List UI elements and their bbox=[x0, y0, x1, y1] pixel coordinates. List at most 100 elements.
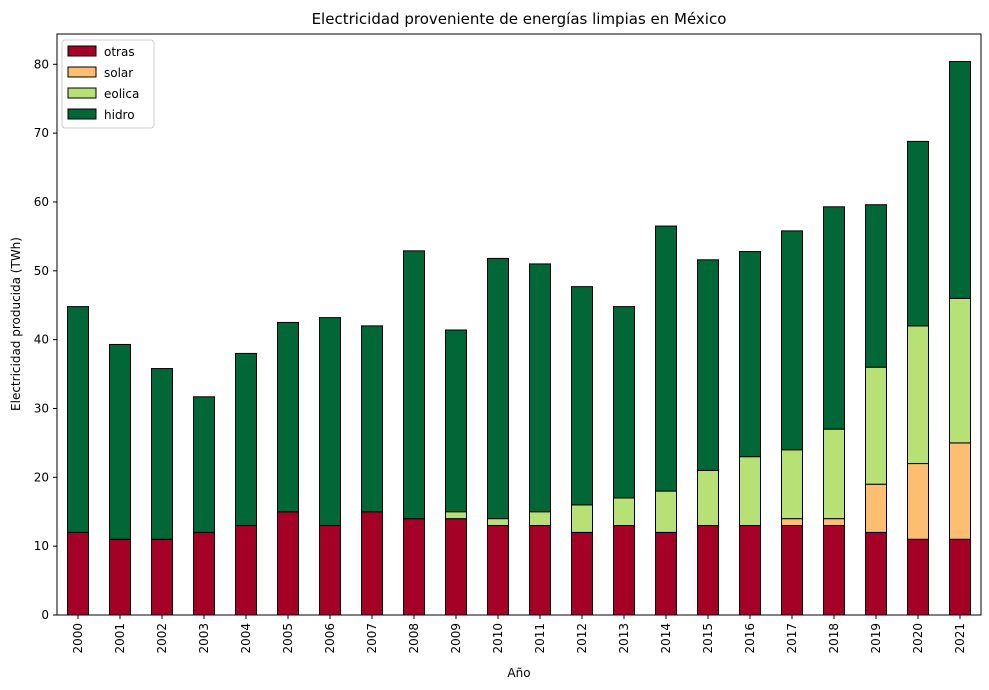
bar-solar-2018 bbox=[823, 518, 845, 527]
bar-hidro-2010 bbox=[487, 257, 509, 520]
x-tick-label: 2007 bbox=[365, 623, 379, 654]
x-tick-label: 2009 bbox=[449, 623, 463, 654]
bar-otras-2003 bbox=[193, 531, 215, 616]
legend-swatch-solar bbox=[67, 66, 97, 78]
bar-eolica-2012 bbox=[571, 504, 593, 533]
bar-otras-2016 bbox=[739, 525, 761, 616]
bar-otras-2001 bbox=[109, 538, 131, 616]
bar-eolica-2014 bbox=[655, 490, 677, 533]
x-tick-label: 2016 bbox=[743, 623, 757, 654]
y-axis-label: Electricidad producida (TWh) bbox=[9, 237, 23, 411]
bar-eolica-2017 bbox=[781, 449, 803, 520]
y-tick-label: 20 bbox=[34, 470, 49, 484]
x-tick-label: 2002 bbox=[155, 623, 169, 654]
bar-eolica-2015 bbox=[697, 469, 719, 527]
bar-otras-2000 bbox=[67, 531, 89, 616]
bar-otras-2013 bbox=[613, 525, 635, 616]
x-tick-label: 2005 bbox=[281, 623, 295, 654]
bar-hidro-2008 bbox=[403, 250, 425, 520]
bar-hidro-2001 bbox=[109, 343, 131, 540]
bar-solar-2021 bbox=[949, 442, 971, 540]
x-tick-label: 2020 bbox=[911, 623, 925, 654]
bar-hidro-2005 bbox=[277, 321, 299, 513]
bar-eolica-2019 bbox=[865, 366, 887, 485]
x-tick-label: 2017 bbox=[785, 623, 799, 654]
x-tick-label: 2019 bbox=[869, 623, 883, 654]
bar-otras-2020 bbox=[907, 538, 929, 616]
x-tick-label: 2015 bbox=[701, 623, 715, 654]
legend-swatch-eolica bbox=[67, 87, 97, 99]
bar-otras-2009 bbox=[445, 518, 467, 616]
legend-label-eolica: eolica bbox=[104, 87, 139, 101]
y-tick-label: 30 bbox=[34, 401, 49, 415]
y-tick-label: 40 bbox=[34, 333, 49, 347]
x-tick-label: 2004 bbox=[239, 623, 253, 654]
bar-otras-2019 bbox=[865, 531, 887, 616]
bar-hidro-2019 bbox=[865, 204, 887, 368]
plot-frame bbox=[56, 33, 982, 616]
legend-label-otras: otras bbox=[104, 45, 135, 59]
bar-otras-2011 bbox=[529, 525, 551, 616]
bar-hidro-2015 bbox=[697, 259, 719, 471]
bar-otras-2005 bbox=[277, 511, 299, 616]
chart-title: Electricidad proveniente de energías lim… bbox=[312, 10, 727, 28]
bar-otras-2002 bbox=[151, 538, 173, 616]
bar-hidro-2004 bbox=[235, 352, 257, 527]
y-tick-label: 80 bbox=[34, 57, 49, 71]
bar-otras-2012 bbox=[571, 531, 593, 616]
x-tick-label: 2001 bbox=[113, 623, 127, 654]
bar-otras-2014 bbox=[655, 531, 677, 616]
bar-eolica-2020 bbox=[907, 325, 929, 465]
legend: otras solar eolica hidro bbox=[61, 39, 155, 129]
bar-otras-2007 bbox=[361, 511, 383, 616]
bar-eolica-2021 bbox=[949, 297, 971, 444]
bars-layer bbox=[67, 61, 971, 616]
bar-otras-2021 bbox=[949, 538, 971, 616]
y-tick-label: 0 bbox=[41, 608, 49, 622]
bar-solar-2017 bbox=[781, 518, 803, 527]
x-axis: 2000 2001 2002 2003 2004 2005 2006 2007 2008 2009… bbox=[71, 615, 967, 654]
x-tick-label: 2014 bbox=[659, 623, 673, 654]
y-axis: 0 10 20 30 40 50 60 70 80 bbox=[34, 57, 57, 622]
legend-frame bbox=[61, 39, 155, 129]
x-tick-label: 2003 bbox=[197, 623, 211, 654]
bar-otras-2015 bbox=[697, 525, 719, 616]
x-tick-label: 2021 bbox=[953, 623, 967, 654]
bar-otras-2017 bbox=[781, 525, 803, 616]
bar-eolica-2011 bbox=[529, 511, 551, 527]
bar-otras-2010 bbox=[487, 525, 509, 616]
bar-eolica-2009 bbox=[445, 511, 467, 520]
legend-label-hidro: hidro bbox=[104, 108, 135, 122]
y-tick-label: 50 bbox=[34, 264, 49, 278]
x-tick-label: 2006 bbox=[323, 623, 337, 654]
bar-hidro-2000 bbox=[67, 306, 89, 533]
bar-otras-2008 bbox=[403, 518, 425, 616]
bar-hidro-2016 bbox=[739, 251, 761, 458]
bar-hidro-2006 bbox=[319, 317, 341, 527]
legend-label-solar: solar bbox=[104, 66, 133, 80]
x-axis-label: Año bbox=[507, 666, 530, 680]
y-tick-label: 60 bbox=[34, 195, 49, 209]
bar-hidro-2009 bbox=[445, 329, 467, 513]
bar-hidro-2002 bbox=[151, 368, 173, 540]
bar-hidro-2017 bbox=[781, 230, 803, 451]
bar-hidro-2020 bbox=[907, 140, 929, 327]
bar-otras-2018 bbox=[823, 525, 845, 616]
bar-hidro-2011 bbox=[529, 263, 551, 513]
bar-hidro-2018 bbox=[823, 206, 845, 430]
bar-eolica-2016 bbox=[739, 456, 761, 527]
y-tick-label: 10 bbox=[34, 539, 49, 553]
bar-hidro-2014 bbox=[655, 225, 677, 492]
x-tick-label: 2000 bbox=[71, 623, 85, 654]
y-tick-label: 70 bbox=[34, 126, 49, 140]
x-tick-label: 2011 bbox=[533, 623, 547, 654]
x-tick-label: 2010 bbox=[491, 623, 505, 654]
bar-hidro-2021 bbox=[949, 61, 971, 299]
bar-otras-2004 bbox=[235, 525, 257, 616]
bar-solar-2020 bbox=[907, 463, 929, 540]
bar-eolica-2013 bbox=[613, 497, 635, 527]
x-tick-label: 2008 bbox=[407, 623, 421, 654]
bar-hidro-2007 bbox=[361, 325, 383, 513]
bar-otras-2006 bbox=[319, 525, 341, 616]
